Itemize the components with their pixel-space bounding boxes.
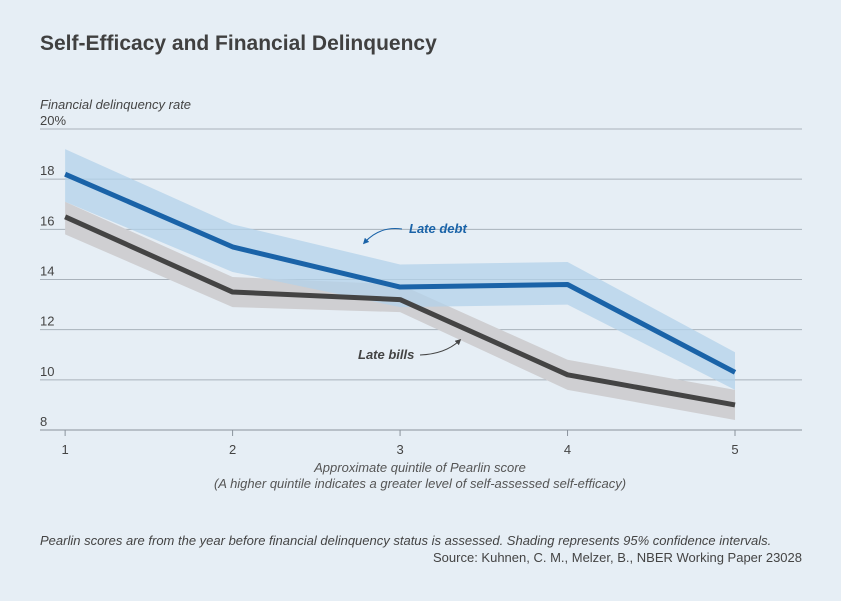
- x-tick-label: 4: [564, 442, 571, 457]
- y-tick-label: 18: [40, 163, 54, 178]
- confidence-band-late-bills: [65, 201, 736, 420]
- annotation-arrow-late-debt: [362, 228, 403, 245]
- x-tick-label: 1: [62, 442, 69, 457]
- series-line-late-debt: [64, 171, 737, 375]
- y-axis-label: Financial delinquency rate: [40, 97, 192, 112]
- y-tick-label: 8: [40, 414, 47, 429]
- source-note: Source: Kuhnen, C. M., Melzer, B., NBER …: [433, 550, 802, 565]
- confidence-band-late-debt: [65, 149, 736, 390]
- x-tick-label: 5: [731, 442, 738, 457]
- y-tick-label: 10: [40, 364, 54, 379]
- y-tick-label: 16: [40, 213, 54, 228]
- chart-title: Self-Efficacy and Financial Delinquency: [40, 32, 437, 55]
- x-axis-label: Approximate quintile of Pearlin score: [314, 460, 526, 475]
- x-axis-label-note: (A higher quintile indicates a greater l…: [213, 476, 627, 491]
- y-tick-label: 20%: [40, 113, 66, 128]
- x-axis-label-block: Approximate quintile of Pearlin score (A…: [140, 460, 700, 492]
- x-tick-label: 3: [396, 442, 403, 457]
- annotation-late-debt: Late debt: [409, 221, 467, 236]
- y-tick-label: 14: [40, 264, 54, 279]
- annotation-late-bills: Late bills: [358, 347, 414, 362]
- y-tick-label: 12: [40, 314, 54, 329]
- x-tick-label: 2: [229, 442, 236, 457]
- series-line-late-bills: [64, 214, 736, 408]
- footnote: Pearlin scores are from the year before …: [40, 533, 772, 548]
- annotation-arrow-late-bills: [419, 338, 462, 356]
